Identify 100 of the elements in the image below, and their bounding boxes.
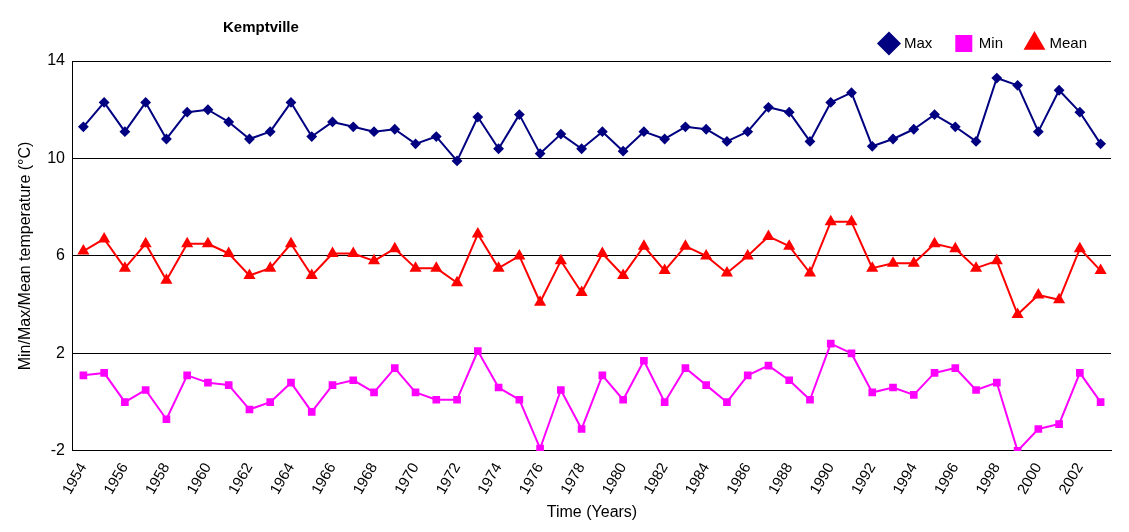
point [702,381,711,389]
legend-label: Min [978,33,1003,51]
point [493,262,504,272]
point [576,143,587,154]
point [991,254,1003,265]
point [244,269,255,279]
point [1034,425,1043,433]
point [119,262,131,272]
point [370,388,378,397]
point [950,121,961,132]
point [742,126,753,137]
point [783,240,795,250]
point [908,257,920,267]
x-axis-title: Time (Years) [546,502,638,520]
point [121,398,129,406]
point [909,391,918,399]
point [806,395,814,404]
point [723,398,731,406]
point [535,148,546,159]
point [162,415,171,424]
point [972,386,980,394]
point [265,126,276,137]
point [555,129,566,140]
point [1055,420,1063,428]
point [472,228,484,238]
point [224,381,233,389]
point [410,138,421,149]
legend-label: Mean [1049,33,1088,51]
point [992,378,1001,387]
point [244,133,255,144]
point [473,347,482,355]
point [369,126,380,137]
point [141,386,150,394]
point [306,269,318,279]
point [640,356,648,365]
point [846,215,857,226]
point [99,97,110,108]
point [867,141,878,152]
point [742,249,754,260]
point [306,131,317,142]
point [202,104,213,115]
point [431,131,442,142]
point [328,381,337,389]
point [453,395,461,404]
point [866,262,878,272]
point [140,237,151,248]
point [908,124,919,135]
point [743,371,752,380]
point [266,398,275,406]
point [389,242,401,253]
point [970,262,982,272]
point [721,136,732,147]
point [555,254,567,265]
point [1096,398,1105,406]
point [389,124,400,135]
point [161,274,172,284]
point [183,371,192,380]
point [493,143,504,154]
point [1033,126,1044,137]
point [597,126,608,137]
point [949,242,961,253]
y-tick-label: 2 [56,343,66,361]
point [348,121,359,132]
legend-label: Max [903,33,933,51]
point [1076,369,1084,377]
point [868,388,877,397]
point [991,73,1002,84]
point [161,133,172,144]
point [390,364,399,372]
point [659,264,670,275]
point [1033,288,1044,299]
point [618,146,629,157]
point [285,97,296,108]
point [1074,242,1086,253]
point [763,230,774,240]
point [680,240,691,250]
point [804,136,815,147]
point [1012,80,1023,91]
point [638,240,650,250]
point [784,107,795,118]
y-tick-label: 6 [56,246,66,264]
point [182,107,193,118]
point [140,97,151,108]
point [100,369,108,377]
point [557,386,565,394]
y-tick-label: 14 [47,51,66,69]
point [825,215,837,226]
point [204,378,212,387]
point [78,245,89,255]
point [78,121,89,132]
point [577,425,586,433]
point [785,376,794,385]
point [951,364,960,372]
point [701,124,712,135]
point [327,247,338,258]
point [1054,85,1065,96]
point [825,97,836,108]
point [889,383,897,392]
point [327,116,338,127]
point [846,87,857,98]
